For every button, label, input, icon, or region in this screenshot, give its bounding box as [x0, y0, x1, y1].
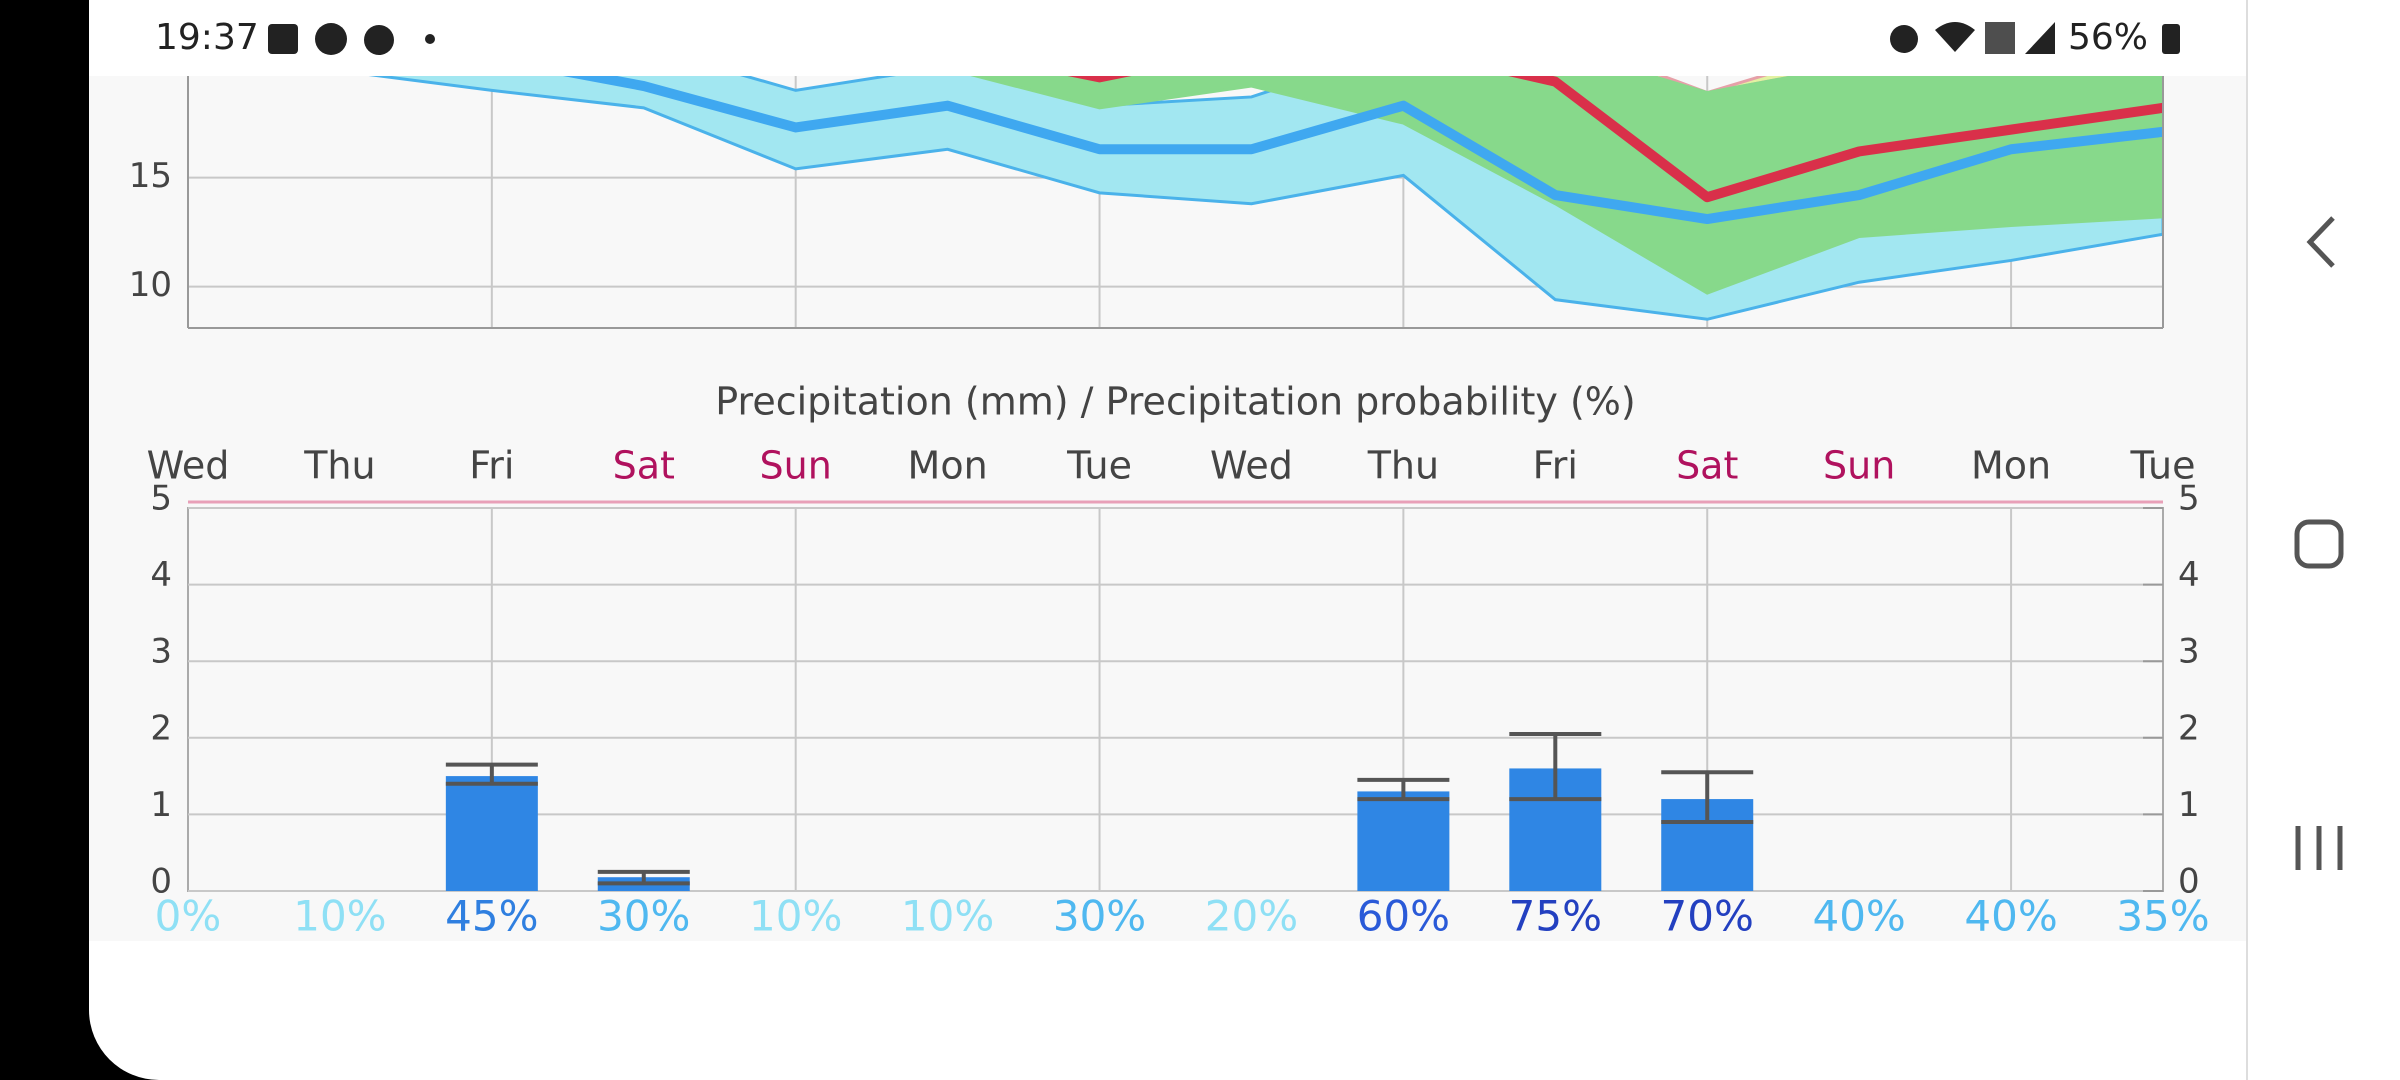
status-time: 19:37 [155, 17, 259, 58]
y-tick-label: 15 [129, 156, 172, 196]
signal-icon [2025, 22, 2055, 54]
y-tick-label: 5 [150, 479, 172, 519]
battery-percent: 56% [2068, 17, 2148, 58]
probability-label: 35% [2116, 892, 2209, 941]
probability-label: 10% [749, 892, 842, 941]
probability-label: 20% [1205, 892, 1298, 941]
day-label: Sun [1823, 444, 1895, 488]
day-label: Mon [908, 444, 988, 488]
probability-label: 75% [1509, 892, 1602, 941]
day-label: Tue [1066, 444, 1132, 488]
y-tick-label: 4 [150, 555, 172, 595]
volte-icon [1985, 22, 2015, 54]
day-label: Wed [147, 444, 230, 488]
error-bar [445, 762, 538, 786]
y-tick-label: 1 [150, 785, 172, 825]
day-label: Fri [469, 444, 514, 488]
gallery-icon [268, 24, 298, 54]
wifi-icon [1935, 22, 1975, 52]
back-button[interactable] [2306, 216, 2335, 268]
y-tick-label: 3 [150, 632, 172, 672]
y2-tick-label: 3 [2178, 632, 2200, 672]
chrome-icon [315, 23, 347, 55]
y-tick-label: 2 [150, 708, 172, 748]
day-label: Mon [1971, 444, 2051, 488]
y-tick-label: 10 [129, 265, 172, 305]
error-bar [1661, 770, 1754, 825]
probability-label: 0% [155, 892, 222, 941]
probability-label: 40% [1964, 892, 2057, 941]
y-tick-label: 0 [150, 862, 172, 902]
chart-title: Precipitation (mm) / Precipitation proba… [715, 380, 1635, 424]
notification-dot [425, 34, 435, 44]
day-label: Fri [1533, 444, 1578, 488]
nav-bar [2247, 0, 2400, 1080]
y2-tick-label: 4 [2178, 555, 2200, 595]
error-bar [597, 869, 690, 886]
day-label: Wed [1210, 444, 1293, 488]
y2-tick-label: 1 [2178, 785, 2200, 825]
battery-icon [2162, 24, 2180, 54]
day-label: Sat [1676, 444, 1738, 488]
probability-label: 40% [1812, 892, 1905, 941]
y2-tick-label: 5 [2178, 479, 2200, 519]
probability-label: 30% [1053, 892, 1146, 941]
probability-label: 10% [901, 892, 994, 941]
y2-tick-label: 0 [2178, 862, 2200, 902]
day-label: Tue [2130, 444, 2196, 488]
day-label: Thu [1367, 444, 1439, 488]
day-label: Sat [613, 444, 675, 488]
error-bar [1509, 731, 1602, 802]
recents-button[interactable] [2295, 826, 2343, 870]
status-bar [89, 0, 2247, 76]
bar [445, 776, 538, 891]
y2-tick-label: 2 [2178, 708, 2200, 748]
probability-label: 10% [293, 892, 386, 941]
home-button[interactable] [2294, 519, 2344, 569]
day-label: Sun [760, 444, 832, 488]
alarm-icon [1890, 25, 1918, 53]
probability-label: 45% [445, 892, 538, 941]
error-bar [1357, 777, 1450, 802]
day-label: Thu [303, 444, 375, 488]
probability-label: 30% [597, 892, 690, 941]
cloud-icon [364, 25, 394, 55]
probability-label: 60% [1357, 892, 1450, 941]
probability-label: 70% [1661, 892, 1754, 941]
bar [1357, 791, 1450, 891]
